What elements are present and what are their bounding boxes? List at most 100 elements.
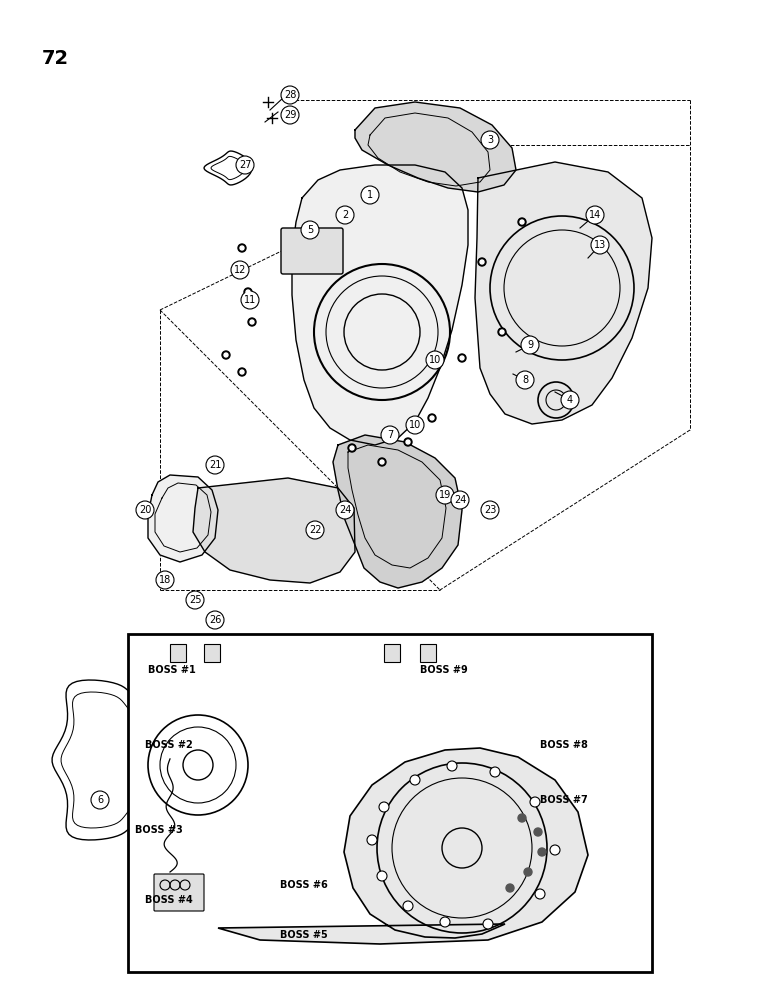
Circle shape [521, 336, 539, 354]
FancyBboxPatch shape [281, 228, 343, 274]
Polygon shape [218, 748, 588, 944]
Text: 18: 18 [159, 575, 171, 585]
Circle shape [248, 318, 256, 326]
Circle shape [156, 571, 174, 589]
Circle shape [436, 486, 454, 504]
Circle shape [490, 767, 500, 777]
Polygon shape [193, 478, 355, 583]
Text: 2: 2 [342, 210, 348, 220]
Circle shape [224, 353, 228, 357]
Circle shape [222, 351, 230, 359]
Text: BOSS #2: BOSS #2 [145, 740, 193, 750]
Circle shape [430, 416, 434, 420]
Circle shape [516, 371, 534, 389]
Text: 72: 72 [42, 48, 69, 68]
Text: 7: 7 [387, 430, 393, 440]
Circle shape [136, 501, 154, 519]
Circle shape [406, 416, 424, 434]
Circle shape [238, 368, 246, 376]
Circle shape [447, 761, 457, 771]
Text: 12: 12 [234, 265, 246, 275]
Circle shape [518, 218, 526, 226]
Circle shape [246, 290, 250, 294]
Circle shape [406, 440, 410, 444]
Circle shape [91, 791, 109, 809]
Circle shape [451, 491, 469, 509]
Circle shape [483, 919, 493, 929]
Polygon shape [292, 165, 468, 445]
Circle shape [520, 220, 524, 224]
Circle shape [410, 775, 420, 785]
Circle shape [240, 370, 244, 374]
FancyBboxPatch shape [154, 874, 204, 911]
Text: 21: 21 [208, 460, 222, 470]
Text: 10: 10 [429, 355, 441, 365]
Circle shape [550, 845, 560, 855]
Polygon shape [475, 162, 652, 424]
Text: BOSS #3: BOSS #3 [135, 825, 183, 835]
Circle shape [538, 848, 546, 856]
Text: BOSS #7: BOSS #7 [540, 795, 587, 805]
Circle shape [281, 106, 299, 124]
Circle shape [480, 260, 484, 264]
Text: BOSS #9: BOSS #9 [420, 665, 468, 675]
Text: 3: 3 [487, 135, 493, 145]
Circle shape [206, 456, 224, 474]
Text: BOSS #8: BOSS #8 [540, 740, 587, 750]
Circle shape [206, 611, 224, 629]
Circle shape [428, 414, 436, 422]
Text: 8: 8 [522, 375, 528, 385]
Text: 25: 25 [188, 595, 201, 605]
Circle shape [250, 320, 254, 324]
Circle shape [524, 868, 532, 876]
Text: BOSS #1: BOSS #1 [148, 665, 196, 675]
Circle shape [238, 244, 246, 252]
Text: 4: 4 [567, 395, 573, 405]
Circle shape [236, 156, 254, 174]
Text: 19: 19 [438, 490, 451, 500]
Circle shape [498, 328, 506, 336]
Bar [128, 634, 652, 972]
Circle shape [240, 246, 244, 250]
Circle shape [500, 330, 504, 334]
Circle shape [403, 901, 413, 911]
Circle shape [306, 521, 324, 539]
Text: 1: 1 [367, 190, 373, 200]
Circle shape [458, 354, 466, 362]
Circle shape [586, 206, 604, 224]
Circle shape [404, 438, 412, 446]
Bar [204, 644, 220, 662]
Circle shape [350, 446, 354, 450]
Circle shape [244, 288, 252, 296]
Circle shape [381, 426, 399, 444]
Circle shape [378, 458, 386, 466]
Circle shape [336, 206, 354, 224]
Circle shape [440, 917, 450, 927]
Text: 28: 28 [284, 90, 296, 100]
Circle shape [281, 86, 299, 104]
Circle shape [367, 835, 377, 845]
Text: 9: 9 [527, 340, 533, 350]
Circle shape [426, 351, 444, 369]
Circle shape [186, 591, 204, 609]
Text: 11: 11 [244, 295, 256, 305]
Polygon shape [355, 102, 516, 192]
Text: 14: 14 [589, 210, 601, 220]
Text: 24: 24 [454, 495, 466, 505]
Text: 20: 20 [139, 505, 151, 515]
Circle shape [535, 889, 545, 899]
Bar [384, 644, 400, 662]
Circle shape [348, 444, 356, 452]
Circle shape [534, 828, 542, 836]
Circle shape [336, 501, 354, 519]
Text: BOSS #6: BOSS #6 [280, 880, 328, 890]
Text: 6: 6 [97, 795, 103, 805]
Text: 22: 22 [309, 525, 321, 535]
Polygon shape [333, 435, 462, 588]
Text: 27: 27 [239, 160, 251, 170]
Text: 5: 5 [307, 225, 313, 235]
Circle shape [478, 258, 486, 266]
Circle shape [301, 221, 319, 239]
Text: BOSS #4: BOSS #4 [145, 895, 193, 905]
Circle shape [481, 131, 499, 149]
